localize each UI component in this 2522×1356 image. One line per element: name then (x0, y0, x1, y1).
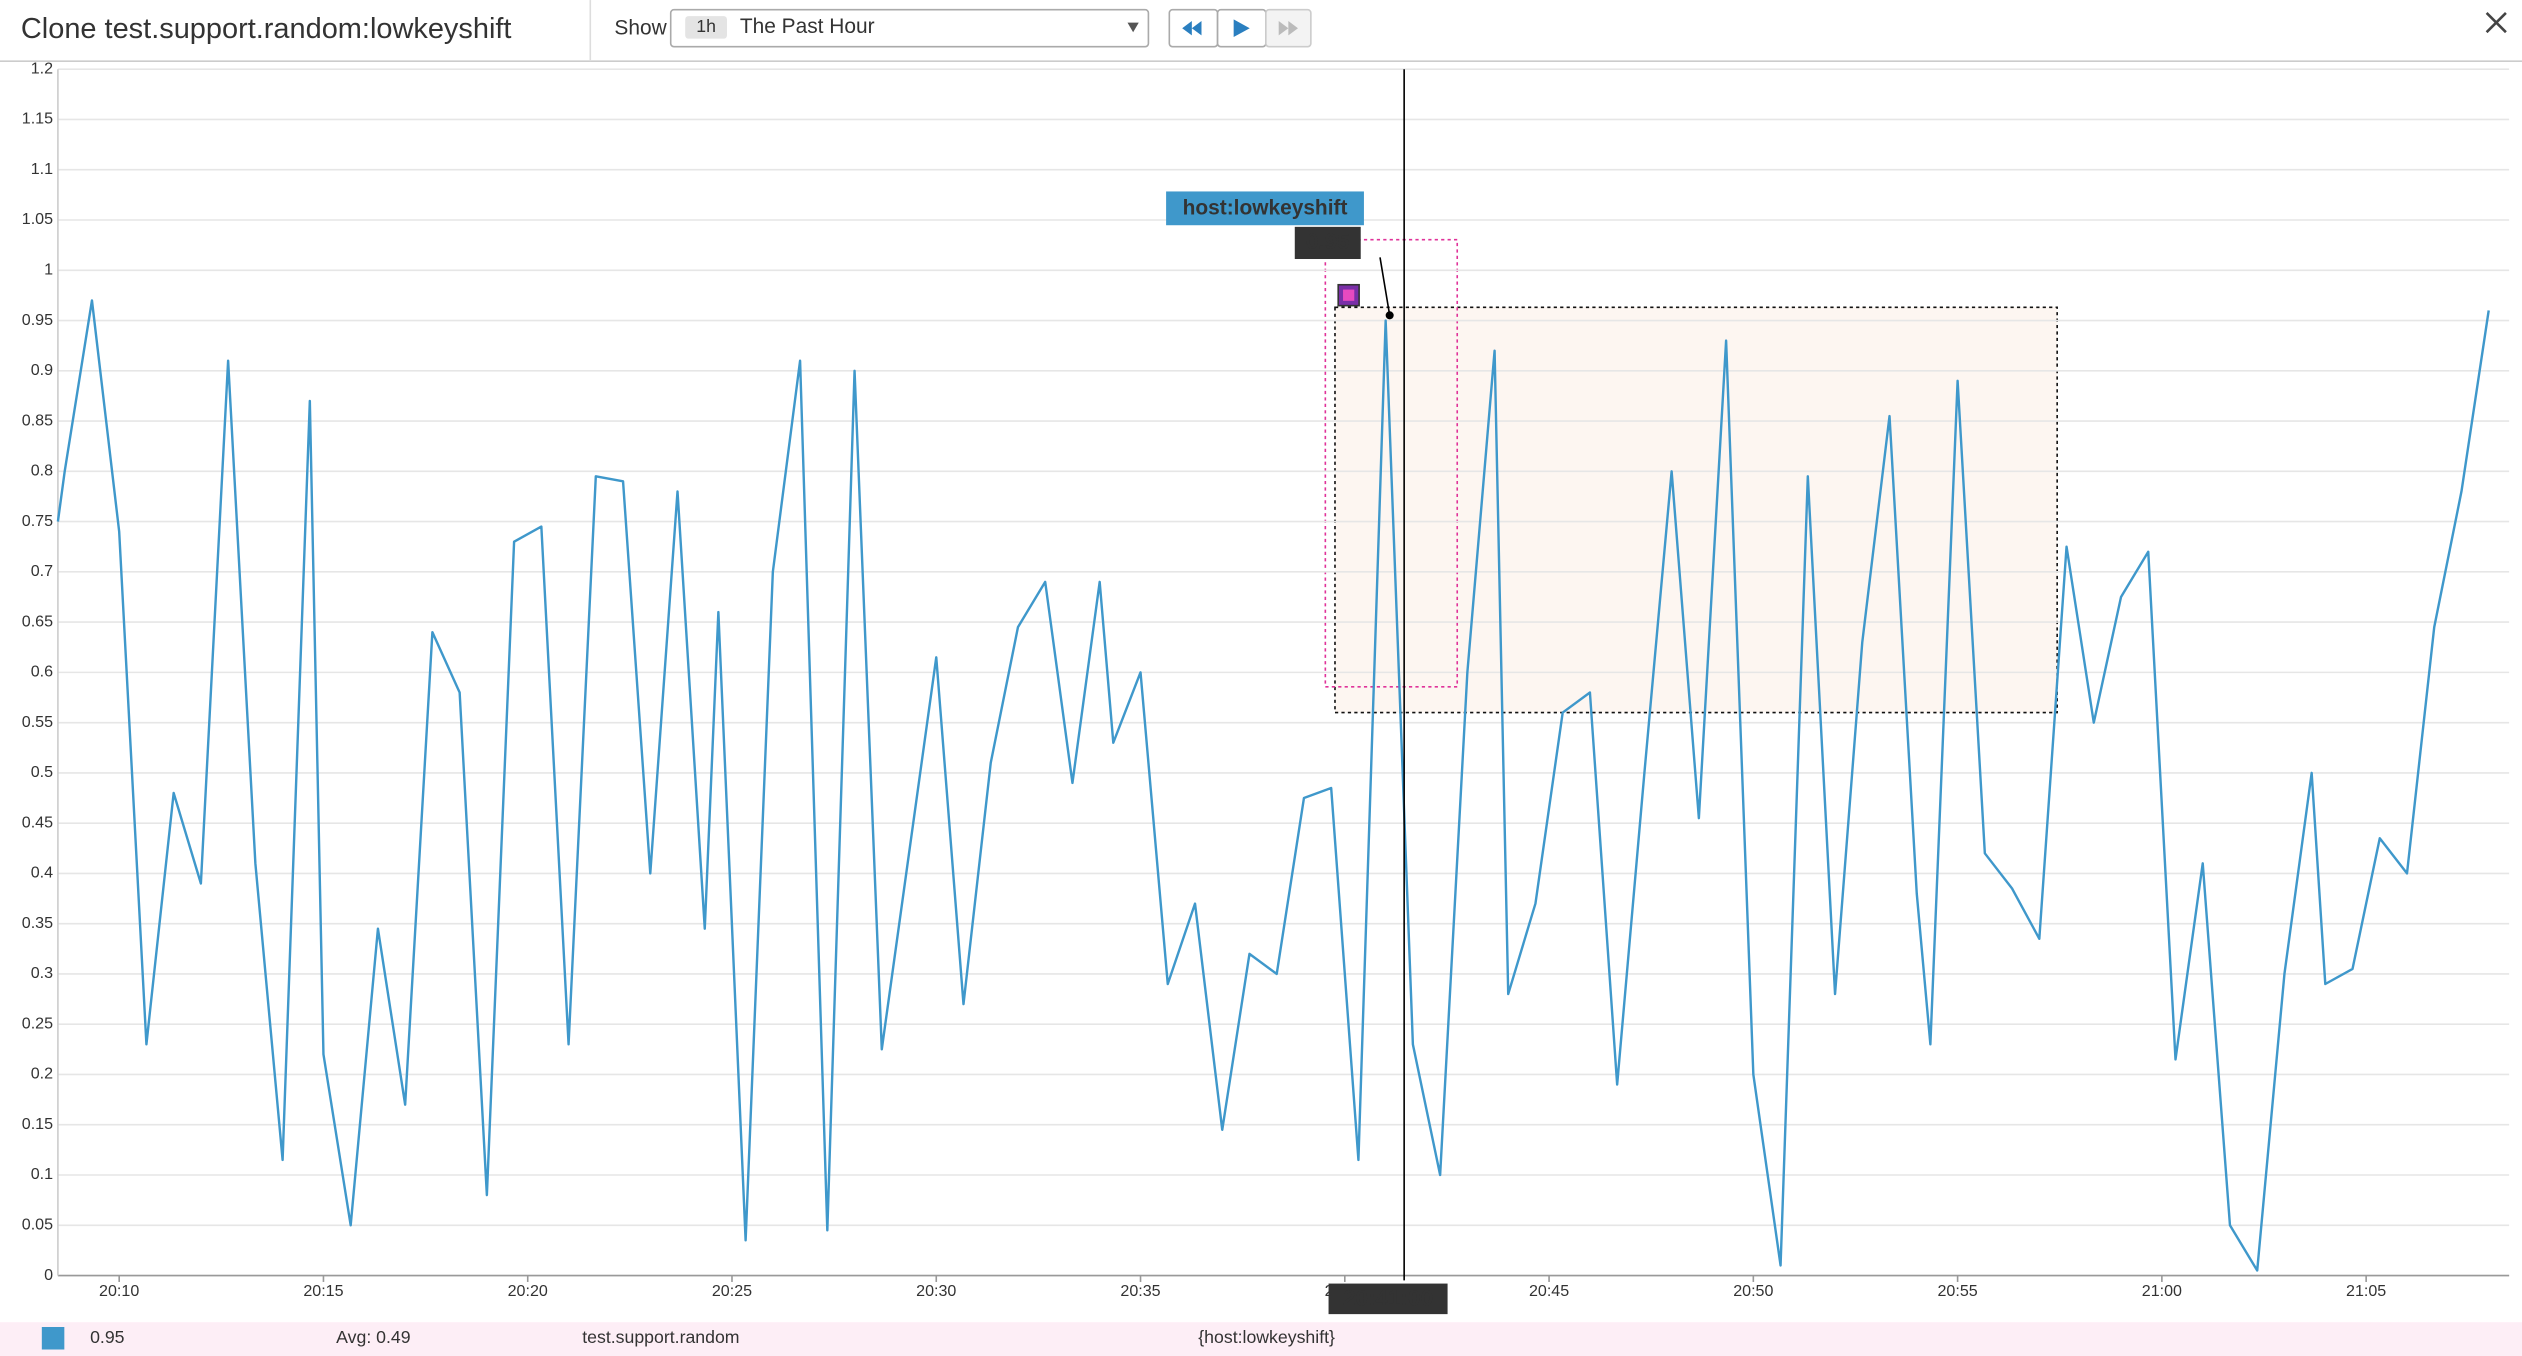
y-tick-label: 0 (44, 1266, 53, 1284)
range-dropdown[interactable] (669, 8, 1150, 48)
y-tick-label: 1 (44, 261, 53, 279)
y-tick-label: 0.85 (22, 411, 53, 429)
close-button[interactable] (2485, 12, 2507, 34)
x-tick-label: 20:50 (1733, 1282, 1773, 1300)
tooltip-series-bg (1166, 191, 1364, 226)
y-tick-label: 0.25 (22, 1014, 53, 1032)
x-tick-label: 20:55 (1937, 1282, 1977, 1300)
y-tick-label: 0.45 (22, 813, 53, 831)
y-tick-label: 0.55 (22, 713, 53, 731)
y-tick-label: 1.05 (22, 210, 53, 228)
x-tick-label: 20:45 (1529, 1282, 1569, 1300)
y-tick-label: 0.05 (22, 1216, 53, 1234)
hover-dot (1385, 311, 1394, 320)
x-tick-label: 21:00 (2142, 1282, 2182, 1300)
y-tick-label: 0.15 (22, 1115, 53, 1133)
title: Clone test.support.random:lowkeyshift (21, 13, 512, 45)
range-text: The Past Hour (740, 15, 875, 38)
hover-time: 20:41:00 (1343, 1286, 1433, 1311)
y-tick-label: 0.75 (22, 512, 53, 530)
y-tick-label: 1.2 (31, 59, 53, 77)
legend-swatch (41, 1326, 65, 1350)
show-label: Show (614, 17, 667, 40)
y-tick-label: 0.3 (31, 964, 53, 982)
event-icon-inner (1343, 289, 1355, 301)
y-tick-label: 0.1 (31, 1165, 53, 1183)
y-tick-label: 0.8 (31, 462, 53, 480)
y-tick-label: 0.65 (22, 612, 53, 630)
x-tick-label: 20:30 (916, 1282, 956, 1300)
x-tick-label: 20:15 (303, 1282, 343, 1300)
tooltip-pointer (1379, 257, 1391, 316)
y-tick-label: 0.9 (31, 361, 53, 379)
legend-value: 0.95 (90, 1327, 125, 1347)
x-tick-label: 20:35 (1120, 1282, 1160, 1300)
y-tick-label: 0.5 (31, 763, 53, 781)
selection-box (1334, 306, 2058, 714)
y-tick-label: 1.15 (22, 110, 53, 128)
y-tick-label: 0.95 (22, 311, 53, 329)
x-tick-label: 21:05 (2346, 1282, 2386, 1300)
x-tick-label: 20:10 (99, 1282, 139, 1300)
tooltip-value-bg (1294, 226, 1361, 260)
hover-box (1324, 238, 1459, 688)
y-tick-label: 0.7 (31, 562, 53, 580)
y-tick-label: 0.4 (31, 864, 53, 882)
legend-scope: {host:lowkeyshift} (1198, 1327, 1335, 1347)
legend-avg: Avg: 0.49 (336, 1327, 410, 1347)
x-tick-label: 20:20 (508, 1282, 548, 1300)
range-badge: 1h (696, 16, 716, 36)
y-tick-label: 0.6 (31, 663, 53, 681)
y-tick-label: 0.2 (31, 1065, 53, 1083)
dropdown-caret (1127, 22, 1139, 33)
range-badge-bg (685, 16, 728, 39)
tooltip-series: host:lowkeyshift (1183, 197, 1348, 220)
plot-area: 0 0.05 0.1 0.15 0.2 0.25 0.3 0.35 0.4 0.45 0.5 0.55… (22, 59, 2510, 1300)
legend-metric: test.support.random (582, 1327, 739, 1347)
hover-time-bg (1328, 1283, 1448, 1315)
y-tick-label: 0.35 (22, 914, 53, 932)
y-tick-label: 1.1 (31, 160, 53, 178)
series-line (56, 299, 2490, 1272)
tooltip-value: 0.95 (1306, 229, 1350, 254)
legend-row (0, 1322, 2522, 1356)
play-icon (1233, 19, 1250, 38)
x-tick-label: 20:25 (712, 1282, 752, 1300)
